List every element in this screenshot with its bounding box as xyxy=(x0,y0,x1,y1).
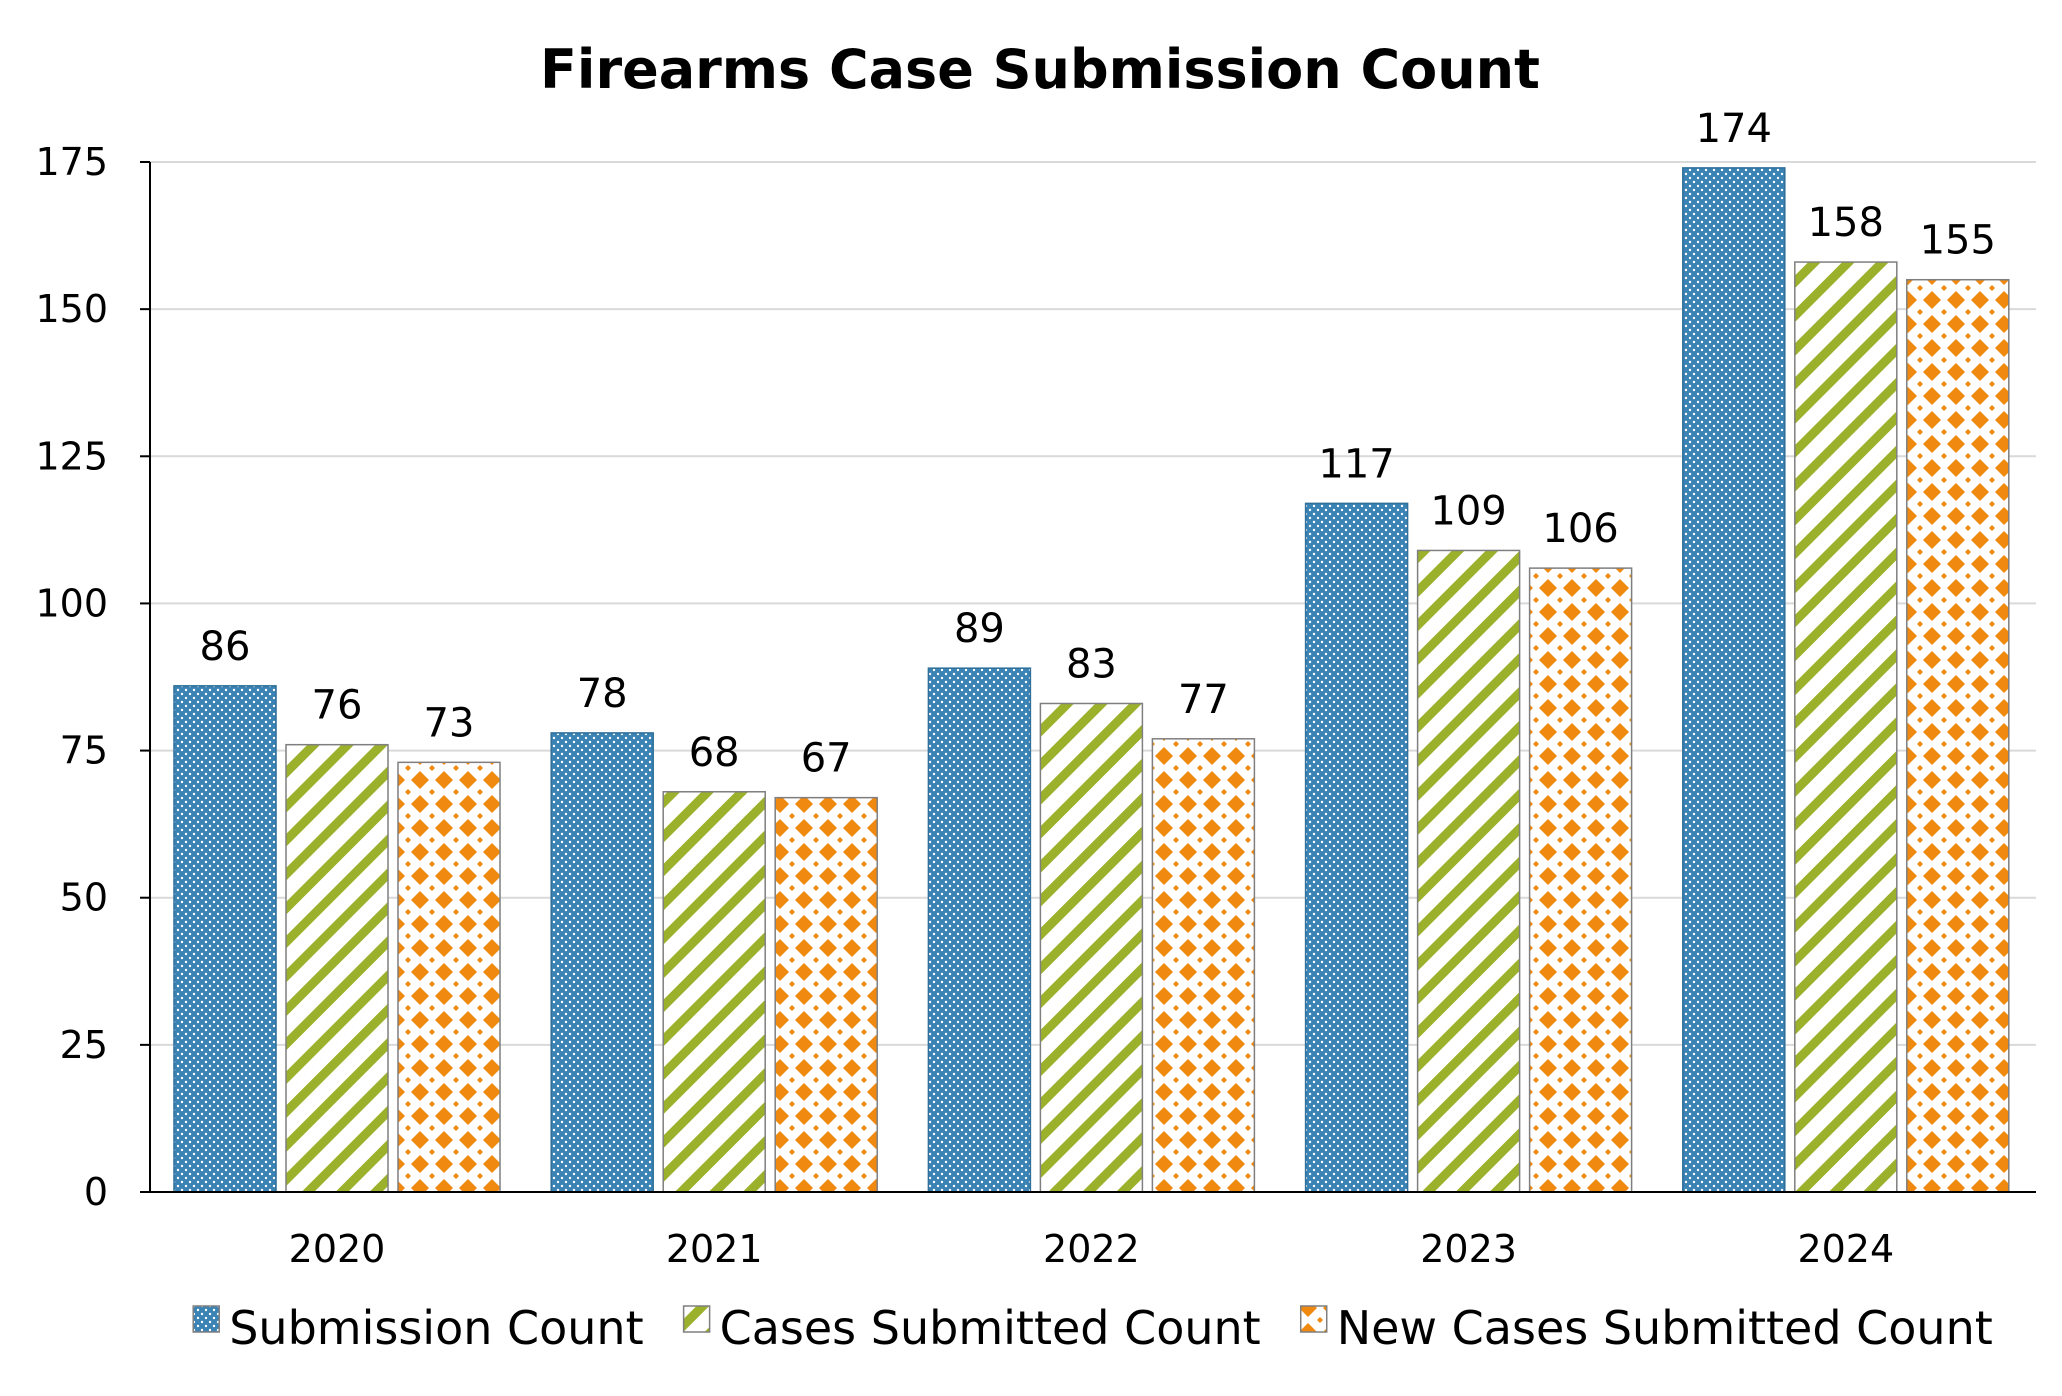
y-tick-label: 50 xyxy=(60,876,108,920)
bar-2023-3 xyxy=(1528,567,1633,1193)
legend-swatch-1 xyxy=(192,1305,220,1333)
legend-label-3: New Cases Submitted Count xyxy=(1337,1301,1993,1355)
bar-2022-3 xyxy=(1151,738,1256,1193)
bar-2023-1 xyxy=(1304,502,1409,1193)
x-tick-label: 2021 xyxy=(666,1227,763,1271)
bar-2020-3 xyxy=(397,761,501,1193)
data-label: 106 xyxy=(1542,506,1618,552)
data-label: 73 xyxy=(424,700,475,746)
bar-2021-1 xyxy=(550,732,654,1193)
y-tick-label: 175 xyxy=(35,140,108,184)
chart-title: Firearms Case Submission Count xyxy=(540,38,1540,101)
bar-2021-3 xyxy=(774,796,878,1193)
bar-2023-2 xyxy=(1416,549,1521,1193)
bar-2024-2 xyxy=(1794,261,1898,1193)
data-label: 78 xyxy=(577,671,628,717)
data-label: 86 xyxy=(200,624,251,670)
bars xyxy=(173,167,2010,1193)
y-tick-label: 25 xyxy=(60,1023,108,1067)
bar-2024-1 xyxy=(1682,167,1786,1193)
bar-2021-2 xyxy=(662,791,766,1193)
legend-label-2: Cases Submitted Count xyxy=(720,1301,1261,1355)
bar-2022-2 xyxy=(1039,702,1144,1193)
x-tick-label: 2020 xyxy=(289,1227,386,1271)
data-label: 89 xyxy=(954,606,1005,652)
x-tick-label: 2024 xyxy=(1797,1227,1894,1271)
bar-2020-1 xyxy=(173,685,277,1193)
x-axis-tick-labels: 2020 2021 2022 2023 2024 xyxy=(289,1227,1895,1271)
data-label: 109 xyxy=(1430,488,1506,534)
legend-swatch-3 xyxy=(1299,1305,1328,1333)
data-label: 155 xyxy=(1920,218,1996,264)
data-label: 117 xyxy=(1318,441,1394,487)
legend: Submission Count Cases Submitted Count New… xyxy=(192,1301,1993,1355)
x-tick-label: 2023 xyxy=(1420,1227,1517,1271)
bar-2022-1 xyxy=(927,667,1032,1193)
y-tick-label: 125 xyxy=(35,434,108,478)
x-tick-label: 2022 xyxy=(1043,1227,1140,1271)
y-tick-label: 100 xyxy=(35,581,108,625)
bar-2020-2 xyxy=(285,743,389,1193)
legend-swatch-2 xyxy=(682,1305,711,1333)
y-tick-label: 75 xyxy=(60,729,108,773)
bar-2024-3 xyxy=(1906,278,2010,1193)
data-label: 174 xyxy=(1696,106,1772,152)
y-tick-label: 150 xyxy=(35,287,108,331)
legend-label-1: Submission Count xyxy=(229,1301,643,1355)
data-label: 158 xyxy=(1808,200,1884,246)
y-tick-label: 0 xyxy=(84,1170,108,1214)
axes xyxy=(149,162,2036,1193)
y-axis-tick-labels: 0 25 50 75 100 125 150 175 xyxy=(35,140,108,1214)
data-label: 76 xyxy=(312,683,363,729)
data-label: 83 xyxy=(1066,641,1117,687)
data-label: 68 xyxy=(689,730,740,776)
data-labels: 86 76 73 78 68 67 89 83 77 117 109 106 174 158 155 xyxy=(200,106,1996,782)
data-label: 67 xyxy=(801,736,852,782)
data-label: 77 xyxy=(1178,677,1229,723)
